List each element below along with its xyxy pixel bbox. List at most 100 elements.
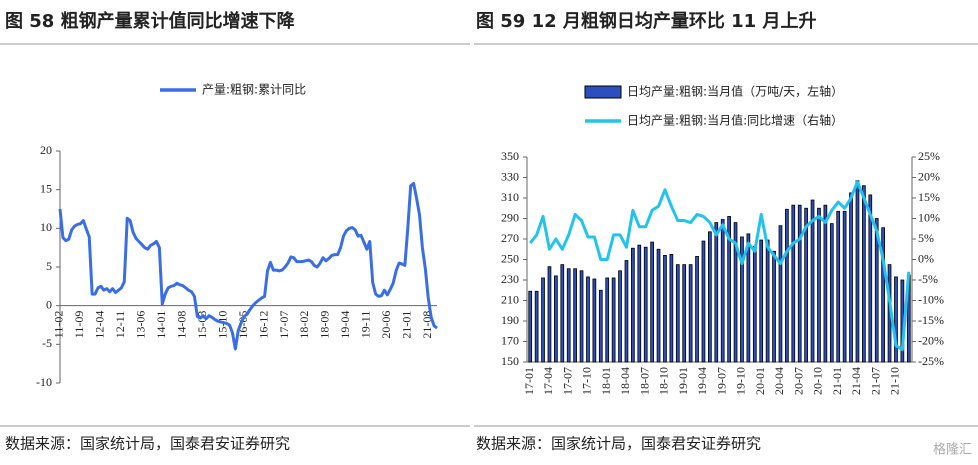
- bar: [868, 194, 873, 363]
- y2-tick-label: 0%: [918, 251, 934, 265]
- y-tick-label: 15: [40, 181, 52, 195]
- x-tick-label: 17-01: [522, 367, 536, 395]
- x-tick-label: 14-08: [174, 311, 188, 339]
- x-tick-label: 18-07: [637, 367, 651, 395]
- x-tick-label: 19-10: [734, 367, 748, 395]
- bar: [573, 268, 577, 363]
- x-tick-label: 14-01: [154, 311, 168, 339]
- bar: [631, 247, 635, 363]
- bar: [528, 290, 533, 363]
- y2-tick-label: 5%: [918, 231, 934, 245]
- source: 数据来源：国家统计局，国泰君安证券研究: [476, 435, 761, 453]
- x-tick-label: 12-11: [113, 311, 127, 339]
- x-tick-label: 20-04: [772, 367, 786, 395]
- y-tick-label: 10: [40, 220, 52, 234]
- bar: [598, 289, 603, 363]
- x-tick-label: 19-01: [676, 367, 690, 395]
- x-tick-label: 17-07: [560, 367, 574, 395]
- bar: [566, 268, 571, 363]
- chart-title: 图 59 12 月粗钢日均产量环比 11 月上升: [476, 10, 816, 32]
- chart-title: 图 58 粗钢产量累计值同比增速下降: [5, 10, 296, 32]
- x-tick-label: 21-01: [830, 367, 844, 395]
- bar: [579, 270, 584, 363]
- x-tick-label: 18-04: [618, 367, 632, 395]
- bar: [727, 216, 731, 363]
- bar: [708, 231, 712, 363]
- x-tick-label: 18-01: [599, 367, 613, 395]
- y2-tick-label: 10%: [918, 210, 940, 224]
- bar: [714, 222, 719, 363]
- x-tick-label: 19-04: [338, 311, 352, 339]
- bar: [643, 246, 648, 363]
- line: [58, 181, 438, 351]
- bar: [586, 276, 590, 363]
- bar: [624, 260, 629, 363]
- x-tick-label: 19-04: [695, 367, 709, 395]
- legend-label: 日均产量:粗钢:当月值（万吨/天，左轴）: [627, 84, 843, 99]
- x-tick-label: 17-04: [541, 367, 555, 395]
- y2-tick-label: -5%: [918, 272, 938, 286]
- bar: [592, 278, 597, 363]
- x-tick-label: 18-02: [297, 311, 311, 339]
- y-tick-label: 190: [501, 313, 519, 327]
- y-tick-label: 20: [40, 143, 52, 157]
- bar: [618, 270, 622, 363]
- y-tick-label: 250: [501, 251, 519, 265]
- bar: [874, 218, 879, 363]
- bar: [746, 233, 751, 363]
- x-tick-label: 21-07: [868, 367, 882, 395]
- bar: [823, 204, 828, 363]
- bar: [663, 254, 667, 363]
- bar: [733, 222, 738, 363]
- bar: [778, 225, 783, 363]
- x-tick-label: 16-12: [256, 311, 270, 339]
- bar: [720, 219, 725, 363]
- bar: [534, 290, 539, 363]
- y-tick-label: 170: [501, 333, 519, 347]
- y-tick-label: -10: [36, 375, 52, 389]
- bar: [836, 210, 841, 363]
- x-tick-label: 12-04: [93, 311, 107, 339]
- y2-tick-label: 20%: [918, 169, 940, 183]
- y2-tick-label: -20%: [918, 333, 944, 347]
- x-tick-label: 21-10: [888, 367, 902, 395]
- legend-label: 产量:粗钢:累计同比: [202, 83, 306, 97]
- bar: [675, 264, 680, 363]
- bar: [637, 244, 642, 363]
- x-tick-label: 18-09: [318, 311, 332, 339]
- bar: [817, 207, 821, 363]
- bar: [881, 227, 885, 363]
- y2-tick-label: -15%: [918, 313, 944, 327]
- bar: [785, 208, 789, 363]
- line: [529, 180, 911, 352]
- bar: [740, 236, 744, 363]
- bar: [605, 277, 610, 363]
- bar: [669, 253, 674, 363]
- bar: [611, 277, 616, 363]
- bar: [829, 223, 834, 363]
- x-tick-label: 13-06: [134, 311, 148, 339]
- x-tick-label: 17-07: [277, 311, 291, 339]
- bar: [772, 250, 776, 363]
- y2-tick-label: -10%: [918, 292, 944, 306]
- x-tick-label: 20-07: [791, 367, 805, 395]
- y-tick-label: 150: [501, 354, 519, 368]
- bar: [759, 239, 764, 363]
- bar: [842, 210, 847, 363]
- x-tick-label: 15-10: [215, 311, 229, 339]
- x-tick-label: 20-01: [753, 367, 767, 395]
- x-tick-label: 21-01: [400, 311, 414, 339]
- y-tick-label: 210: [501, 292, 519, 306]
- x-tick-label: 20-06: [379, 311, 393, 339]
- y-tick-label: -5: [42, 336, 52, 350]
- bar: [810, 199, 815, 363]
- y-tick-label: 330: [501, 169, 519, 183]
- y-tick-label: 0: [46, 297, 52, 311]
- bar: [791, 204, 796, 363]
- bar: [650, 241, 654, 363]
- bar: [541, 277, 545, 363]
- y-tick-label: 230: [501, 272, 519, 286]
- source: 数据来源：国家统计局，国泰君安证券研究: [5, 435, 290, 453]
- x-tick-label: 18-10: [657, 367, 671, 395]
